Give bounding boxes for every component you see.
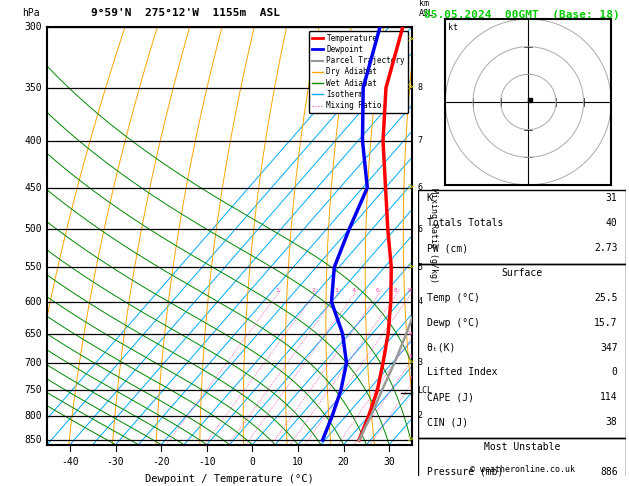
Text: >: > <box>408 435 414 445</box>
Text: 31: 31 <box>606 193 618 203</box>
Text: 2.73: 2.73 <box>594 243 618 253</box>
Text: >: > <box>408 35 414 45</box>
Bar <box>418 190 626 264</box>
Text: 0: 0 <box>250 457 255 467</box>
Text: θₜ(K): θₜ(K) <box>426 343 456 353</box>
Text: Lifted Index: Lifted Index <box>426 367 497 378</box>
Text: >: > <box>408 183 414 192</box>
Text: 38: 38 <box>606 417 618 427</box>
Text: 1: 1 <box>275 288 279 293</box>
Text: 114: 114 <box>600 392 618 402</box>
Text: 2: 2 <box>418 412 423 420</box>
Text: 30: 30 <box>383 457 395 467</box>
Text: 05.05.2024  00GMT  (Base: 18): 05.05.2024 00GMT (Base: 18) <box>424 10 620 19</box>
Text: 750: 750 <box>24 385 42 396</box>
Legend: Temperature, Dewpoint, Parcel Trajectory, Dry Adiabat, Wet Adiabat, Isotherm, Mi: Temperature, Dewpoint, Parcel Trajectory… <box>309 31 408 113</box>
Text: 25.5: 25.5 <box>594 293 618 303</box>
Bar <box>418 264 626 438</box>
Text: Mixing Ratio (g/kg): Mixing Ratio (g/kg) <box>430 188 438 283</box>
Text: 700: 700 <box>24 358 42 368</box>
Text: 347: 347 <box>600 343 618 353</box>
Text: -10: -10 <box>198 457 216 467</box>
Text: 9°59'N  275°12'W  1155m  ASL: 9°59'N 275°12'W 1155m ASL <box>91 8 280 18</box>
Text: -30: -30 <box>107 457 125 467</box>
Bar <box>418 438 626 486</box>
Text: 20: 20 <box>338 457 350 467</box>
Text: 500: 500 <box>24 225 42 234</box>
Text: 10: 10 <box>406 288 414 293</box>
Text: kt: kt <box>448 23 458 32</box>
Text: CAPE (J): CAPE (J) <box>426 392 474 402</box>
Text: 800: 800 <box>24 411 42 421</box>
Text: 4: 4 <box>418 297 423 306</box>
Text: 15.7: 15.7 <box>594 318 618 328</box>
Text: 550: 550 <box>24 262 42 272</box>
Text: 5: 5 <box>418 263 423 272</box>
Text: 20: 20 <box>408 354 415 359</box>
Text: Temp (°C): Temp (°C) <box>426 293 479 303</box>
Text: 8: 8 <box>418 84 423 92</box>
Text: 350: 350 <box>24 83 42 93</box>
Text: K: K <box>426 193 433 203</box>
Text: 400: 400 <box>24 136 42 146</box>
Text: 6: 6 <box>418 225 423 234</box>
Text: 2: 2 <box>312 288 316 293</box>
Text: km
ASL: km ASL <box>420 0 434 18</box>
Text: PW (cm): PW (cm) <box>426 243 468 253</box>
Text: 650: 650 <box>24 329 42 339</box>
Text: LCL: LCL <box>418 386 433 395</box>
Text: 600: 600 <box>24 297 42 307</box>
Text: -20: -20 <box>152 457 170 467</box>
Text: >: > <box>408 83 414 93</box>
Text: 6: 6 <box>376 288 380 293</box>
Text: Dewpoint / Temperature (°C): Dewpoint / Temperature (°C) <box>145 474 314 484</box>
Text: 40: 40 <box>606 218 618 228</box>
Text: hPa: hPa <box>21 8 39 18</box>
Text: 850: 850 <box>24 435 42 445</box>
Text: 6: 6 <box>418 183 423 192</box>
Text: 8: 8 <box>394 288 398 293</box>
Text: 0: 0 <box>611 367 618 378</box>
Text: >: > <box>408 358 414 368</box>
Text: Most Unstable: Most Unstable <box>484 442 560 452</box>
Text: >: > <box>408 262 414 272</box>
Text: 7: 7 <box>418 137 423 145</box>
Text: Dewp (°C): Dewp (°C) <box>426 318 479 328</box>
Text: 3: 3 <box>335 288 338 293</box>
Text: 10: 10 <box>292 457 304 467</box>
Text: © weatheronline.co.uk: © weatheronline.co.uk <box>470 465 574 474</box>
Text: Totals Totals: Totals Totals <box>426 218 503 228</box>
Text: -40: -40 <box>61 457 79 467</box>
Text: Surface: Surface <box>501 268 543 278</box>
Text: 4: 4 <box>352 288 355 293</box>
Text: 25: 25 <box>408 376 416 381</box>
Text: 886: 886 <box>600 467 618 477</box>
Text: 300: 300 <box>24 22 42 32</box>
Text: Pressure (mb): Pressure (mb) <box>426 467 503 477</box>
Text: 16: 16 <box>408 331 415 336</box>
Text: 3: 3 <box>418 359 423 367</box>
Text: 450: 450 <box>24 183 42 192</box>
Text: CIN (J): CIN (J) <box>426 417 468 427</box>
